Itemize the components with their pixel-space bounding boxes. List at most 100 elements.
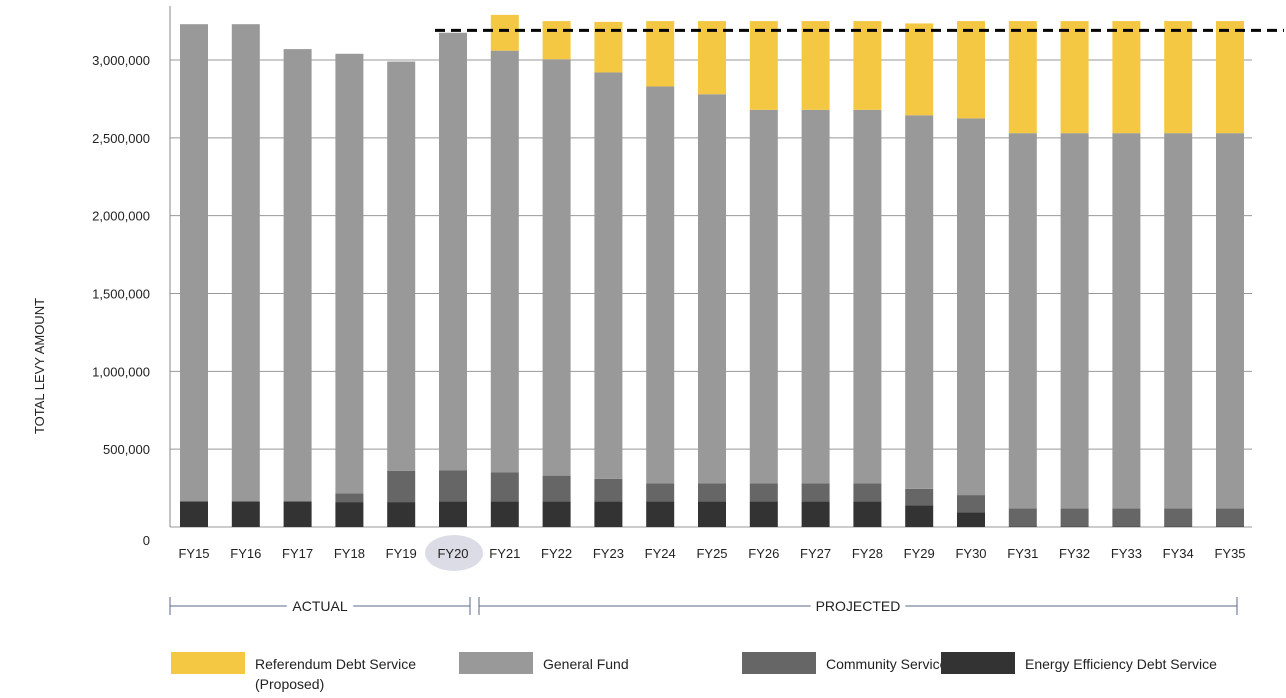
x-tick-label: FY23	[593, 546, 624, 561]
bar-segment	[957, 21, 985, 119]
bar-segment	[335, 493, 364, 503]
y-tick-label: 2,000,000	[92, 209, 150, 224]
bar-segment	[646, 86, 675, 484]
bar-segment	[1216, 133, 1244, 509]
bar-segment	[1060, 21, 1089, 134]
legend-label: General Fund	[543, 656, 629, 672]
y-tick-label: 500,000	[103, 442, 150, 457]
bar-segment	[594, 501, 623, 527]
bar-stack-fy15	[180, 24, 208, 527]
legend-item: Energy Efficiency Debt Service	[941, 652, 1217, 674]
legend-swatch	[459, 652, 533, 674]
bar-segment	[1216, 526, 1244, 527]
bar-segment	[957, 512, 985, 527]
bar-stack-fy34	[1164, 21, 1193, 527]
bar-stack-fy20	[439, 32, 467, 527]
bar-segment	[490, 50, 519, 473]
bar-segment	[1060, 508, 1089, 527]
bar-stack-fy23	[594, 21, 623, 527]
x-tick-label: FY17	[282, 546, 313, 561]
bar-segment	[439, 32, 467, 471]
bar-segment	[801, 109, 830, 484]
bar-segment	[749, 21, 778, 110]
highlight-ellipse	[425, 535, 483, 571]
bar-segment	[1112, 21, 1141, 134]
bar-segment	[698, 21, 726, 95]
bar-segment	[853, 501, 882, 527]
legend-label-line2: (Proposed)	[255, 676, 324, 692]
bar-segment	[1164, 508, 1193, 527]
bar-segment	[646, 501, 675, 527]
x-tick-label: FY31	[1007, 546, 1038, 561]
bar-stack-fy21	[490, 14, 519, 527]
bar-segment	[1216, 508, 1244, 527]
bar-segment	[698, 483, 726, 502]
x-tick-label: FY30	[955, 546, 986, 561]
bar-segment	[749, 483, 778, 502]
bar-segment	[542, 21, 571, 60]
bar-segment	[542, 59, 571, 476]
bar-segment	[439, 470, 467, 502]
bar-segment	[1164, 526, 1193, 527]
bar-segment	[1112, 508, 1141, 527]
bar-segment	[490, 501, 519, 527]
legend-label: Energy Efficiency Debt Service	[1025, 656, 1217, 672]
bar-segment	[646, 21, 675, 87]
y-tick-label: 3,000,000	[92, 53, 150, 68]
bar-segment	[180, 501, 208, 527]
x-tick-label: FY25	[696, 546, 727, 561]
bar-segment	[1164, 133, 1193, 509]
bar-segment	[1060, 526, 1089, 527]
y-tick-label: 2,500,000	[92, 131, 150, 146]
bar-segment	[490, 14, 519, 51]
bar-segment	[594, 478, 623, 502]
x-tick-label: FY19	[386, 546, 417, 561]
bar-segment	[283, 49, 312, 502]
bar-segment	[180, 24, 208, 502]
bar-segment	[905, 23, 934, 116]
bar-stack-fy24	[646, 21, 675, 527]
bar-segment	[905, 115, 934, 489]
legend-label: Referendum Debt Service	[255, 656, 416, 672]
bar-segment	[1008, 133, 1037, 509]
bar-segment	[957, 118, 985, 496]
x-tick-label: FY22	[541, 546, 572, 561]
bar-segment	[231, 501, 260, 527]
bar-segment	[801, 501, 830, 527]
bar-stack-fy22	[542, 21, 571, 527]
y-axis: 0 500,000 1,000,000 1,500,000 2,000,000 2,500…	[92, 6, 171, 548]
bar-segment	[387, 470, 416, 503]
bar-stack-fy28	[853, 21, 882, 527]
legend-item: Referendum Debt Service (Proposed)	[171, 652, 416, 692]
bar-segment	[698, 94, 726, 484]
bar-segment	[1008, 526, 1037, 527]
bar-segment	[1164, 21, 1193, 134]
bar-segment	[1008, 508, 1037, 527]
bar-segment	[749, 109, 778, 484]
x-tick-label: FY27	[800, 546, 831, 561]
bar-segment	[1060, 133, 1089, 509]
x-tick-label: FY21	[489, 546, 520, 561]
bar-stack-fy31	[1008, 21, 1037, 527]
bar-segment	[801, 21, 830, 110]
legend-swatch	[171, 652, 245, 674]
bar-segment	[542, 475, 571, 502]
bar-segment	[283, 501, 312, 527]
bar-segment	[335, 53, 364, 494]
bar-segment	[439, 501, 467, 527]
legend-item: General Fund	[459, 652, 629, 674]
x-tick-label: FY32	[1059, 546, 1090, 561]
bar-segment	[853, 21, 882, 110]
bar-segment	[490, 472, 519, 502]
y-tick-label: 1,000,000	[92, 364, 150, 379]
bar-stack-fy17	[283, 49, 312, 527]
x-tick-label: FY35	[1214, 546, 1245, 561]
bar-stack-fy16	[231, 24, 260, 527]
bar-stack-fy30	[957, 21, 985, 527]
bar-segment	[387, 61, 416, 471]
bar-stack-fy27	[801, 21, 830, 527]
x-axis: FY15 FY16 FY17 FY18 FY19 FY20 FY21 FY22 FY23 FY24…	[178, 535, 1246, 571]
bars	[180, 14, 1244, 527]
y-tick-label: 0	[143, 533, 150, 548]
